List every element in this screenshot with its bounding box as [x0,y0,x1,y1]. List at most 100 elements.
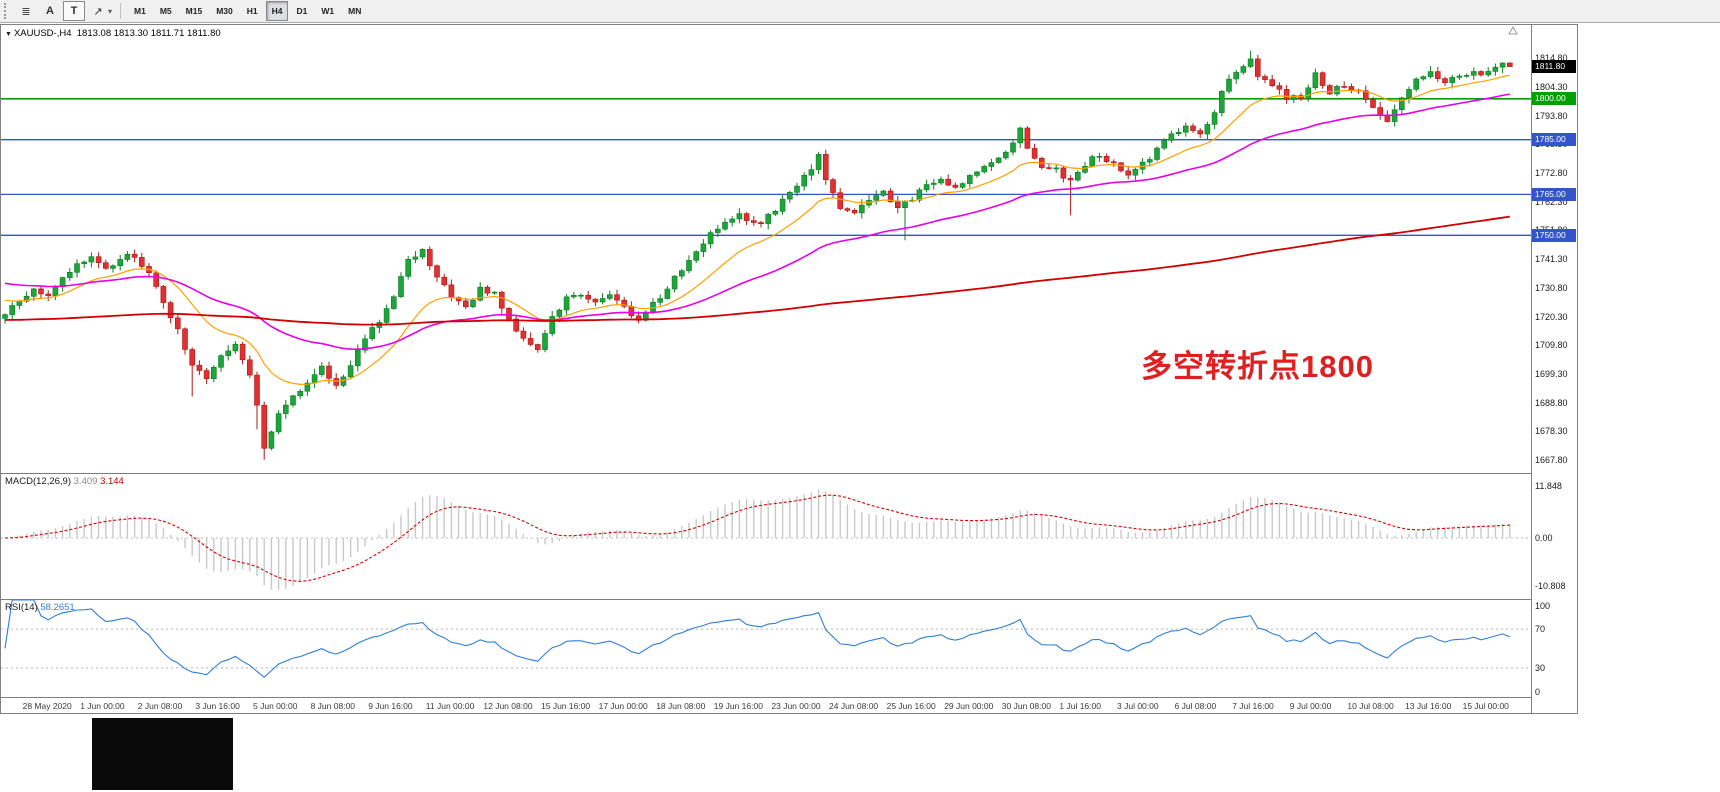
timeframe-toolbar: ≣ A T ↗ ▾ M1 M5 M15 M30 H1 H4 D1 W1 MN [0,0,1720,23]
time-tick-label: 9 Jul 00:00 [1289,701,1332,711]
price-tick-label: 1699.30 [1535,368,1568,379]
macd-label: MACD(12,26,9) 3.409 3.144 [5,476,124,487]
macd-tick-label: 11.848 [1535,480,1562,491]
time-tick-label: 11 Jun 00:00 [425,701,475,711]
price-level-badge: 1765.00 [1532,187,1576,201]
rsi-tick-label: 30 [1535,662,1546,673]
timeframe-h4-button[interactable]: H4 [265,1,289,21]
dropdown-caret-icon[interactable]: ▾ [108,6,113,16]
timeframe-m1-button[interactable]: M1 [134,6,146,16]
time-tick-label: 13 Jul 16:00 [1405,701,1452,711]
time-tick-label: 23 Jun 00:00 [771,701,821,711]
price-tick-label: 1730.80 [1535,282,1568,293]
panel-separator-xaxis[interactable] [1,697,1577,698]
macd-signal-value: 3.144 [100,476,124,487]
rsi-name: RSI(14) [5,602,38,613]
ma-slow-line [4,215,1510,326]
time-tick-label: 15 Jun 16:00 [541,701,591,711]
macd-name: MACD(12,26,9) [5,476,71,487]
price-level-badge: 1785.00 [1532,133,1576,147]
panel-separator-rsi[interactable] [1,599,1577,600]
time-tick-label: 7 Jul 16:00 [1232,701,1274,711]
rsi-line [4,600,1511,678]
time-tick-label: 2 Jun 08:00 [137,701,183,711]
rsi-canvas[interactable] [1,600,1531,697]
macd-tick-label: -10.808 [1535,580,1566,591]
toolbar-separator [120,3,122,19]
price-level-badge: 1800.00 [1532,92,1576,106]
time-tick-label: 9 Jun 16:00 [368,701,413,711]
macd-tick-label: 0.00 [1535,533,1553,543]
chart-title: ▼ XAUUSD-,H4 1813.08 1813.30 1811.71 1811… [5,28,221,39]
time-tick-label: 24 Jun 08:00 [829,701,879,711]
ma-mid-line [4,93,1510,351]
crosshair-tool-icon[interactable]: ↗ [93,5,103,18]
time-tick-label: 3 Jun 16:00 [195,701,240,711]
toolbar-grip[interactable] [4,3,10,19]
chart-shift-marker[interactable] [1508,25,1518,35]
time-tick-label: 6 Jul 08:00 [1174,701,1217,711]
time-tick-label: 18 Jun 08:00 [656,701,706,711]
current-price-badge: 1811.80 [1532,60,1576,73]
main-chart-canvas[interactable] [1,25,1531,473]
timeframe-m15-button[interactable]: M15 [185,6,203,16]
time-tick-label: 29 Jun 00:00 [944,701,994,711]
time-tick-label: 12 Jun 08:00 [483,701,533,711]
candles [2,50,1513,460]
macd-panel[interactable]: MACD(12,26,9) 3.409 3.144 [1,474,1531,599]
time-tick-label: 10 Jul 08:00 [1347,701,1394,711]
annotation-a-button[interactable]: A [46,5,54,17]
price-tick-label: 1793.80 [1535,110,1568,121]
macd-canvas[interactable] [1,474,1531,599]
price-tick-label: 1772.80 [1535,168,1568,179]
rsi-tick-label: 100 [1535,601,1551,611]
price-tick-label: 1804.30 [1535,82,1568,92]
price-tick-label: 1678.30 [1535,426,1568,437]
timeframe-d1-button[interactable]: D1 [296,6,308,16]
price-tick-label: 1667.80 [1535,454,1568,465]
price-tick-label: 1741.30 [1535,254,1568,265]
symbol-dropdown-icon[interactable]: ▼ [5,31,12,38]
time-axis[interactable]: 28 May 2020 1 Jun 00:00 2 Jun 08:00 3 Jun 1… [1,698,1531,713]
panel-separator-macd[interactable] [1,473,1577,474]
time-tick-label: 19 Jun 16:00 [713,701,763,711]
chart-annotation-text[interactable]: 多空转折点1800 [1141,349,1374,384]
time-tick-label: 28 May 2020 [22,701,72,711]
text-tool-button[interactable]: T [63,1,85,21]
time-tick-label: 25 Jun 16:00 [886,701,936,711]
price-tick-label: 1720.30 [1535,311,1568,322]
main-chart-panel[interactable]: ▼ XAUUSD-,H4 1813.08 1813.30 1811.71 1811… [1,25,1531,473]
rsi-value: 58.2651 [40,602,75,613]
time-tick-label: 15 Jul 00:00 [1462,701,1509,711]
timeframe-m30-button[interactable]: M30 [216,6,233,16]
symbol-period-label: XAUUSD-,H4 [13,28,72,39]
chart-window: ▼ XAUUSD-,H4 1813.08 1813.30 1811.71 1811… [0,24,1578,714]
price-tick-label: 1709.80 [1535,340,1568,351]
macd-main-value: 3.409 [73,476,98,487]
time-tick-label: 30 Jun 08:00 [1001,701,1051,711]
time-tick-label: 1 Jun 00:00 [80,701,125,711]
timeframe-m5-button[interactable]: M5 [159,6,172,16]
minimized-window-bar[interactable] [92,718,233,790]
timeframe-h1-button[interactable]: H1 [246,6,258,16]
price-tick-label: 1688.80 [1535,397,1568,408]
time-tick-label: 17 Jun 00:00 [598,701,648,711]
time-tick-label: 8 Jun 08:00 [310,701,356,711]
timeframe-mn-button[interactable]: MN [348,6,362,16]
time-tick-label: 3 Jul 00:00 [1117,701,1159,711]
ohlc-values: 1813.08 1813.30 1811.71 1811.80 [76,28,221,39]
ma-fast-line [4,74,1510,386]
time-tick-label: 5 Jun 00:00 [253,701,298,711]
price-axis[interactable]: 1814.801804.301793.801783.301772.801762.… [1531,25,1577,713]
rsi-panel[interactable]: RSI(14) 58.2651 [1,600,1531,697]
price-level-badge: 1750.00 [1532,228,1576,242]
rsi-label: RSI(14) 58.2651 [5,602,75,613]
price-tick-label: 1762.30 [1535,196,1568,207]
time-tick-label: 1 Jul 16:00 [1059,701,1101,711]
rsi-tick-label: 0 [1535,687,1541,697]
mdi-area: ▼ XAUUSD-,H4 1813.08 1813.30 1811.71 1811… [0,24,1720,792]
price-tick-label: 1814.80 [1535,53,1568,64]
timeframe-w1-button[interactable]: W1 [321,6,335,16]
charts-grid-icon[interactable]: ≣ [21,5,31,18]
